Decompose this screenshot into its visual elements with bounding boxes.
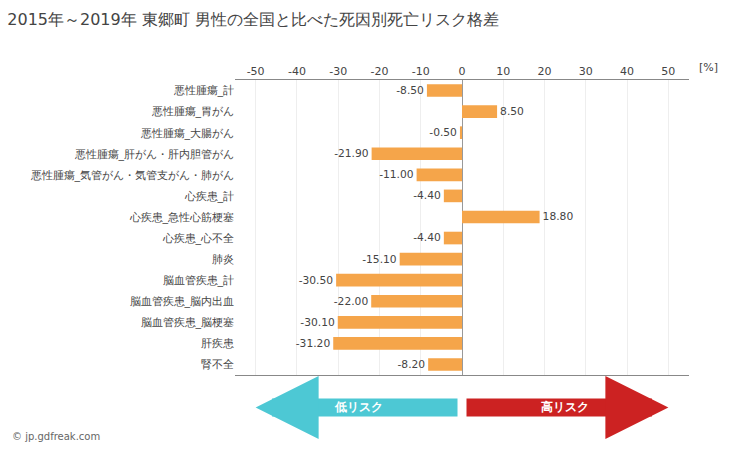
- svg-text:低リスク: 低リスク: [334, 400, 383, 414]
- svg-text:肝疾患: 肝疾患: [201, 337, 234, 350]
- svg-text:悪性腫瘍_計: 悪性腫瘍_計: [173, 84, 235, 97]
- svg-text:0: 0: [459, 65, 466, 78]
- svg-text:-21.90: -21.90: [334, 147, 369, 160]
- svg-text:50: 50: [661, 65, 675, 78]
- svg-text:© jp.gdfreak.com: © jp.gdfreak.com: [12, 431, 100, 442]
- svg-text:2015年～2019年 東郷町 男性の全国と比べた死因別死亡: 2015年～2019年 東郷町 男性の全国と比べた死因別死亡リスク格差: [7, 10, 499, 29]
- svg-text:-11.00: -11.00: [379, 168, 414, 181]
- svg-text:-8.50: -8.50: [396, 84, 424, 97]
- svg-text:20: 20: [538, 65, 552, 78]
- svg-text:-40: -40: [288, 65, 306, 78]
- svg-text:脳血管疾患_脳内出血: 脳血管疾患_脳内出血: [130, 295, 235, 308]
- svg-text:-31.20: -31.20: [296, 337, 331, 350]
- svg-text:40: 40: [620, 65, 634, 78]
- svg-text:-30.50: -30.50: [299, 274, 334, 287]
- svg-text:悪性腫瘍_気管がん・気管支がん・肺がん: 悪性腫瘍_気管がん・気管支がん・肺がん: [30, 169, 235, 182]
- svg-text:-4.40: -4.40: [413, 189, 441, 202]
- svg-text:10: 10: [496, 65, 510, 78]
- svg-text:心疾患_計: 心疾患_計: [184, 190, 235, 203]
- svg-text:18.80: 18.80: [543, 210, 574, 223]
- svg-text:-4.40: -4.40: [413, 231, 441, 244]
- svg-text:心疾患_急性心筋梗塞: 心疾患_急性心筋梗塞: [129, 211, 235, 224]
- svg-text:-30.10: -30.10: [300, 316, 335, 329]
- svg-text:高リスク: 高リスク: [541, 400, 589, 414]
- svg-text:腎不全: 腎不全: [201, 358, 234, 371]
- svg-text:-10: -10: [412, 65, 430, 78]
- svg-text:悪性腫瘍_胃がん: 悪性腫瘍_胃がん: [151, 105, 235, 118]
- svg-text:脳血管疾患_脳梗塞: 脳血管疾患_脳梗塞: [141, 316, 235, 329]
- svg-text:-8.20: -8.20: [397, 358, 425, 371]
- svg-text:肺炎: 肺炎: [212, 253, 234, 266]
- svg-text:-22.00: -22.00: [334, 295, 369, 308]
- svg-text:[%]: [%]: [699, 61, 718, 74]
- svg-text:30: 30: [579, 65, 593, 78]
- svg-text:悪性腫瘍_肝がん・肝内胆管がん: 悪性腫瘍_肝がん・肝内胆管がん: [74, 148, 235, 161]
- svg-text:-0.50: -0.50: [429, 126, 457, 139]
- svg-text:-50: -50: [247, 65, 265, 78]
- svg-text:-30: -30: [329, 65, 347, 78]
- svg-text:心疾患_心不全: 心疾患_心不全: [162, 232, 235, 245]
- svg-text:-15.10: -15.10: [362, 253, 397, 266]
- svg-text:8.50: 8.50: [500, 105, 524, 118]
- svg-text:悪性腫瘍_大腸がん: 悪性腫瘍_大腸がん: [140, 127, 235, 140]
- svg-text:脳血管疾患_計: 脳血管疾患_計: [163, 274, 235, 287]
- svg-text:-20: -20: [370, 65, 388, 78]
